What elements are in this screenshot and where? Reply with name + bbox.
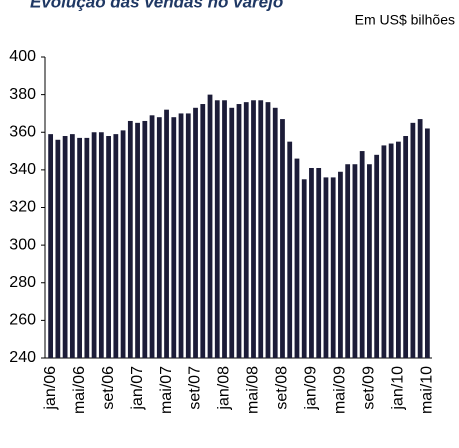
y-tick-label: 360 <box>9 123 36 140</box>
y-tick-label: 400 <box>9 48 36 65</box>
chart-title: Evolução das vendas no varejo <box>30 0 283 11</box>
bar <box>185 113 191 358</box>
bar <box>345 164 351 358</box>
bar <box>359 151 365 358</box>
bar <box>352 164 358 358</box>
bar <box>229 107 235 358</box>
x-tick-label: jan/07 <box>129 366 146 411</box>
bar <box>367 164 372 358</box>
bar <box>149 115 155 358</box>
bar <box>171 117 177 358</box>
bar <box>62 136 68 358</box>
x-tick-label: set/06 <box>100 366 117 410</box>
chart-subtitle: Em US$ bilhões <box>355 12 455 28</box>
bar <box>193 107 198 358</box>
bar <box>84 137 90 358</box>
y-tick-label: 300 <box>9 236 36 253</box>
bar <box>91 132 97 358</box>
bar <box>164 109 169 358</box>
bar <box>258 100 264 359</box>
bar <box>272 107 278 358</box>
bar <box>294 158 300 358</box>
bar <box>280 119 285 358</box>
x-tick-label: jan/06 <box>42 366 59 411</box>
y-tick-label: 240 <box>9 349 36 366</box>
x-tick-label: mai/10 <box>419 366 436 414</box>
bar <box>316 167 322 358</box>
bar <box>410 122 416 358</box>
bar <box>251 100 256 359</box>
y-tick-label: 340 <box>9 161 36 178</box>
x-tick-label: mai/06 <box>71 366 88 414</box>
x-tick-label: mai/07 <box>158 366 175 414</box>
bar <box>55 139 61 358</box>
bar <box>77 137 82 358</box>
y-tick-label: 320 <box>9 199 36 216</box>
y-tick-label: 380 <box>9 86 36 103</box>
y-tick-label: 260 <box>9 312 36 329</box>
x-tick-label: jan/08 <box>216 366 233 411</box>
bar <box>374 154 380 358</box>
bar <box>127 120 133 359</box>
bar <box>417 119 423 358</box>
bar <box>106 136 111 358</box>
bar <box>120 130 126 358</box>
x-tick-label: mai/09 <box>332 366 349 414</box>
bar <box>330 177 336 358</box>
bar <box>265 102 271 359</box>
bar <box>214 100 220 359</box>
bar <box>301 179 307 358</box>
bar <box>48 134 54 358</box>
y-tick-label: 280 <box>9 274 36 291</box>
bar <box>135 122 140 358</box>
bar <box>142 120 148 359</box>
bar <box>98 132 104 358</box>
bar <box>323 177 329 358</box>
bar <box>309 167 314 358</box>
bar <box>156 117 162 358</box>
bar <box>403 136 409 358</box>
bar <box>338 171 343 358</box>
bar <box>381 145 387 358</box>
bar <box>178 113 184 358</box>
x-tick-label: set/08 <box>274 366 291 410</box>
bar <box>424 128 430 358</box>
bar <box>396 141 401 358</box>
bar <box>222 100 227 359</box>
x-tick-label: mai/08 <box>245 366 262 414</box>
x-tick-label: jan/09 <box>303 366 320 411</box>
bar <box>388 143 394 358</box>
bar <box>113 134 119 358</box>
x-tick-label: set/09 <box>361 366 378 410</box>
bar <box>207 94 213 358</box>
bar <box>287 141 293 358</box>
bar <box>236 104 242 358</box>
bar <box>69 134 75 358</box>
bar <box>243 102 249 359</box>
x-tick-label: set/07 <box>187 366 204 410</box>
bar <box>200 104 206 358</box>
x-tick-label: jan/10 <box>390 366 407 411</box>
